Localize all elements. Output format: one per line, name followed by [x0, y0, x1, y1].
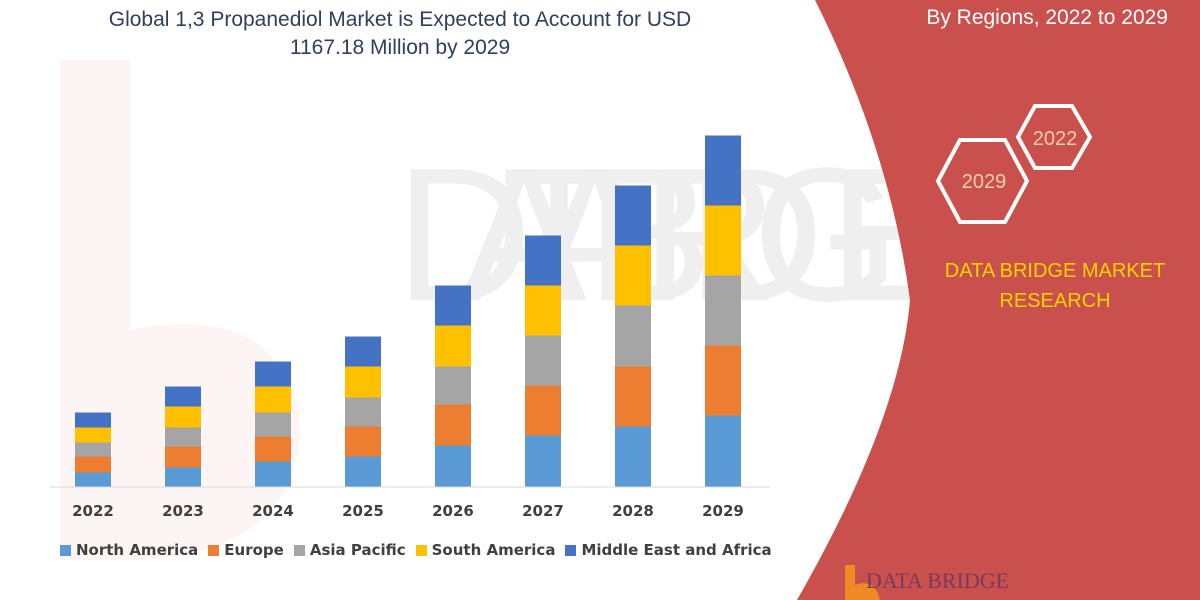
bar-2025-middle-east-and-africa — [345, 336, 381, 367]
legend-swatch — [293, 544, 305, 556]
x-tick-label: 2029 — [702, 502, 744, 520]
bar-2029-europe — [705, 345, 741, 416]
legend-swatch — [415, 544, 427, 556]
x-tick-label: 2026 — [432, 502, 474, 520]
legend-label: North America — [76, 541, 199, 559]
bar-2025-asia-pacific — [345, 397, 381, 427]
bar-2027-north-america — [525, 435, 561, 487]
hex-label-2022: 2022 — [1033, 128, 1078, 150]
bar-2026-asia-pacific — [435, 366, 471, 405]
legend-label: Europe — [224, 541, 284, 559]
bar-2024-south-america — [255, 386, 291, 413]
bar-2022-south-america — [75, 427, 111, 443]
subtitle: By Regions, 2022 to 2029 — [926, 6, 1168, 29]
bar-2028-middle-east-and-africa — [615, 185, 651, 246]
bar-2023-asia-pacific — [165, 427, 201, 447]
legend-swatch — [565, 544, 577, 556]
bar-2027-south-america — [525, 285, 561, 336]
brand-text: DATA BRIDGE MARKET RESEARCH — [920, 256, 1190, 316]
bar-2025-europe — [345, 426, 381, 457]
legend-label: South America — [431, 541, 556, 559]
legend-label: Middle East and Africa — [581, 541, 772, 559]
bar-2023-middle-east-and-africa — [165, 386, 201, 407]
bar-2029-north-america — [705, 415, 741, 487]
bar-2023-europe — [165, 446, 201, 468]
bar-2022-europe — [75, 456, 111, 473]
x-tick-label: 2024 — [252, 502, 294, 520]
x-tick-label: 2025 — [342, 502, 384, 520]
bars-group — [75, 135, 741, 487]
title-line-2: 1167.18 Million by 2029 — [289, 36, 511, 59]
legend: North America Europe Asia Pacific South Ame… — [60, 541, 772, 559]
bar-2023-north-america — [165, 467, 201, 487]
bar-2028-europe — [615, 366, 651, 427]
bar-2024-asia-pacific — [255, 412, 291, 437]
legend-item: Europe — [208, 541, 284, 559]
bar-2024-north-america — [255, 461, 291, 487]
bar-2024-europe — [255, 436, 291, 462]
bar-2029-asia-pacific — [705, 275, 741, 346]
legend-item: North America — [60, 541, 198, 559]
brand-line-2: RESEARCH — [999, 290, 1111, 312]
bar-2023-south-america — [165, 406, 201, 428]
logo-text: DATA BRIDGE — [866, 568, 1010, 593]
bar-2028-north-america — [615, 426, 651, 487]
brand-line-1: DATA BRIDGE MARKET — [944, 260, 1166, 282]
bar-2026-middle-east-and-africa — [435, 285, 471, 326]
bar-2022-asia-pacific — [75, 442, 111, 457]
legend-swatch — [60, 544, 71, 556]
bar-2026-south-america — [435, 325, 471, 367]
bar-2028-south-america — [615, 245, 651, 306]
bar-2026-north-america — [435, 445, 471, 487]
bar-2022-middle-east-and-africa — [75, 412, 111, 428]
legend-item: Middle East and Africa — [565, 541, 772, 559]
x-tick-label: 2023 — [162, 502, 204, 520]
bar-2025-north-america — [345, 456, 381, 487]
logo-icon — [845, 565, 880, 600]
hex-label-2029: 2029 — [962, 171, 1007, 193]
legend-item: South America — [415, 541, 556, 559]
legend-swatch — [208, 544, 220, 556]
bar-2029-middle-east-and-africa — [705, 135, 741, 206]
bar-2029-south-america — [705, 205, 741, 276]
x-tick-label: 2022 — [72, 502, 114, 520]
x-tick-label: 2028 — [612, 502, 654, 520]
bar-2024-middle-east-and-africa — [255, 361, 291, 387]
bar-2025-south-america — [345, 366, 381, 398]
bar-2027-europe — [525, 385, 561, 436]
bar-2027-middle-east-and-africa — [525, 235, 561, 286]
bar-2027-asia-pacific — [525, 335, 561, 386]
bar-2026-europe — [435, 404, 471, 446]
chart-title: Global 1,3 Propanediol Market is Expecte… — [40, 6, 760, 62]
red-side-panel — [797, 0, 1200, 600]
hexagon-2029 — [935, 138, 1030, 224]
legend-item: Asia Pacific — [293, 541, 406, 559]
hexagon-2022 — [1015, 104, 1093, 170]
legend-label: Asia Pacific — [309, 541, 406, 559]
x-tick-label: 2027 — [522, 502, 564, 520]
title-line-1: Global 1,3 Propanediol Market is Expecte… — [108, 8, 692, 31]
bar-2028-asia-pacific — [615, 305, 651, 367]
bar-2022-north-america — [75, 472, 111, 487]
